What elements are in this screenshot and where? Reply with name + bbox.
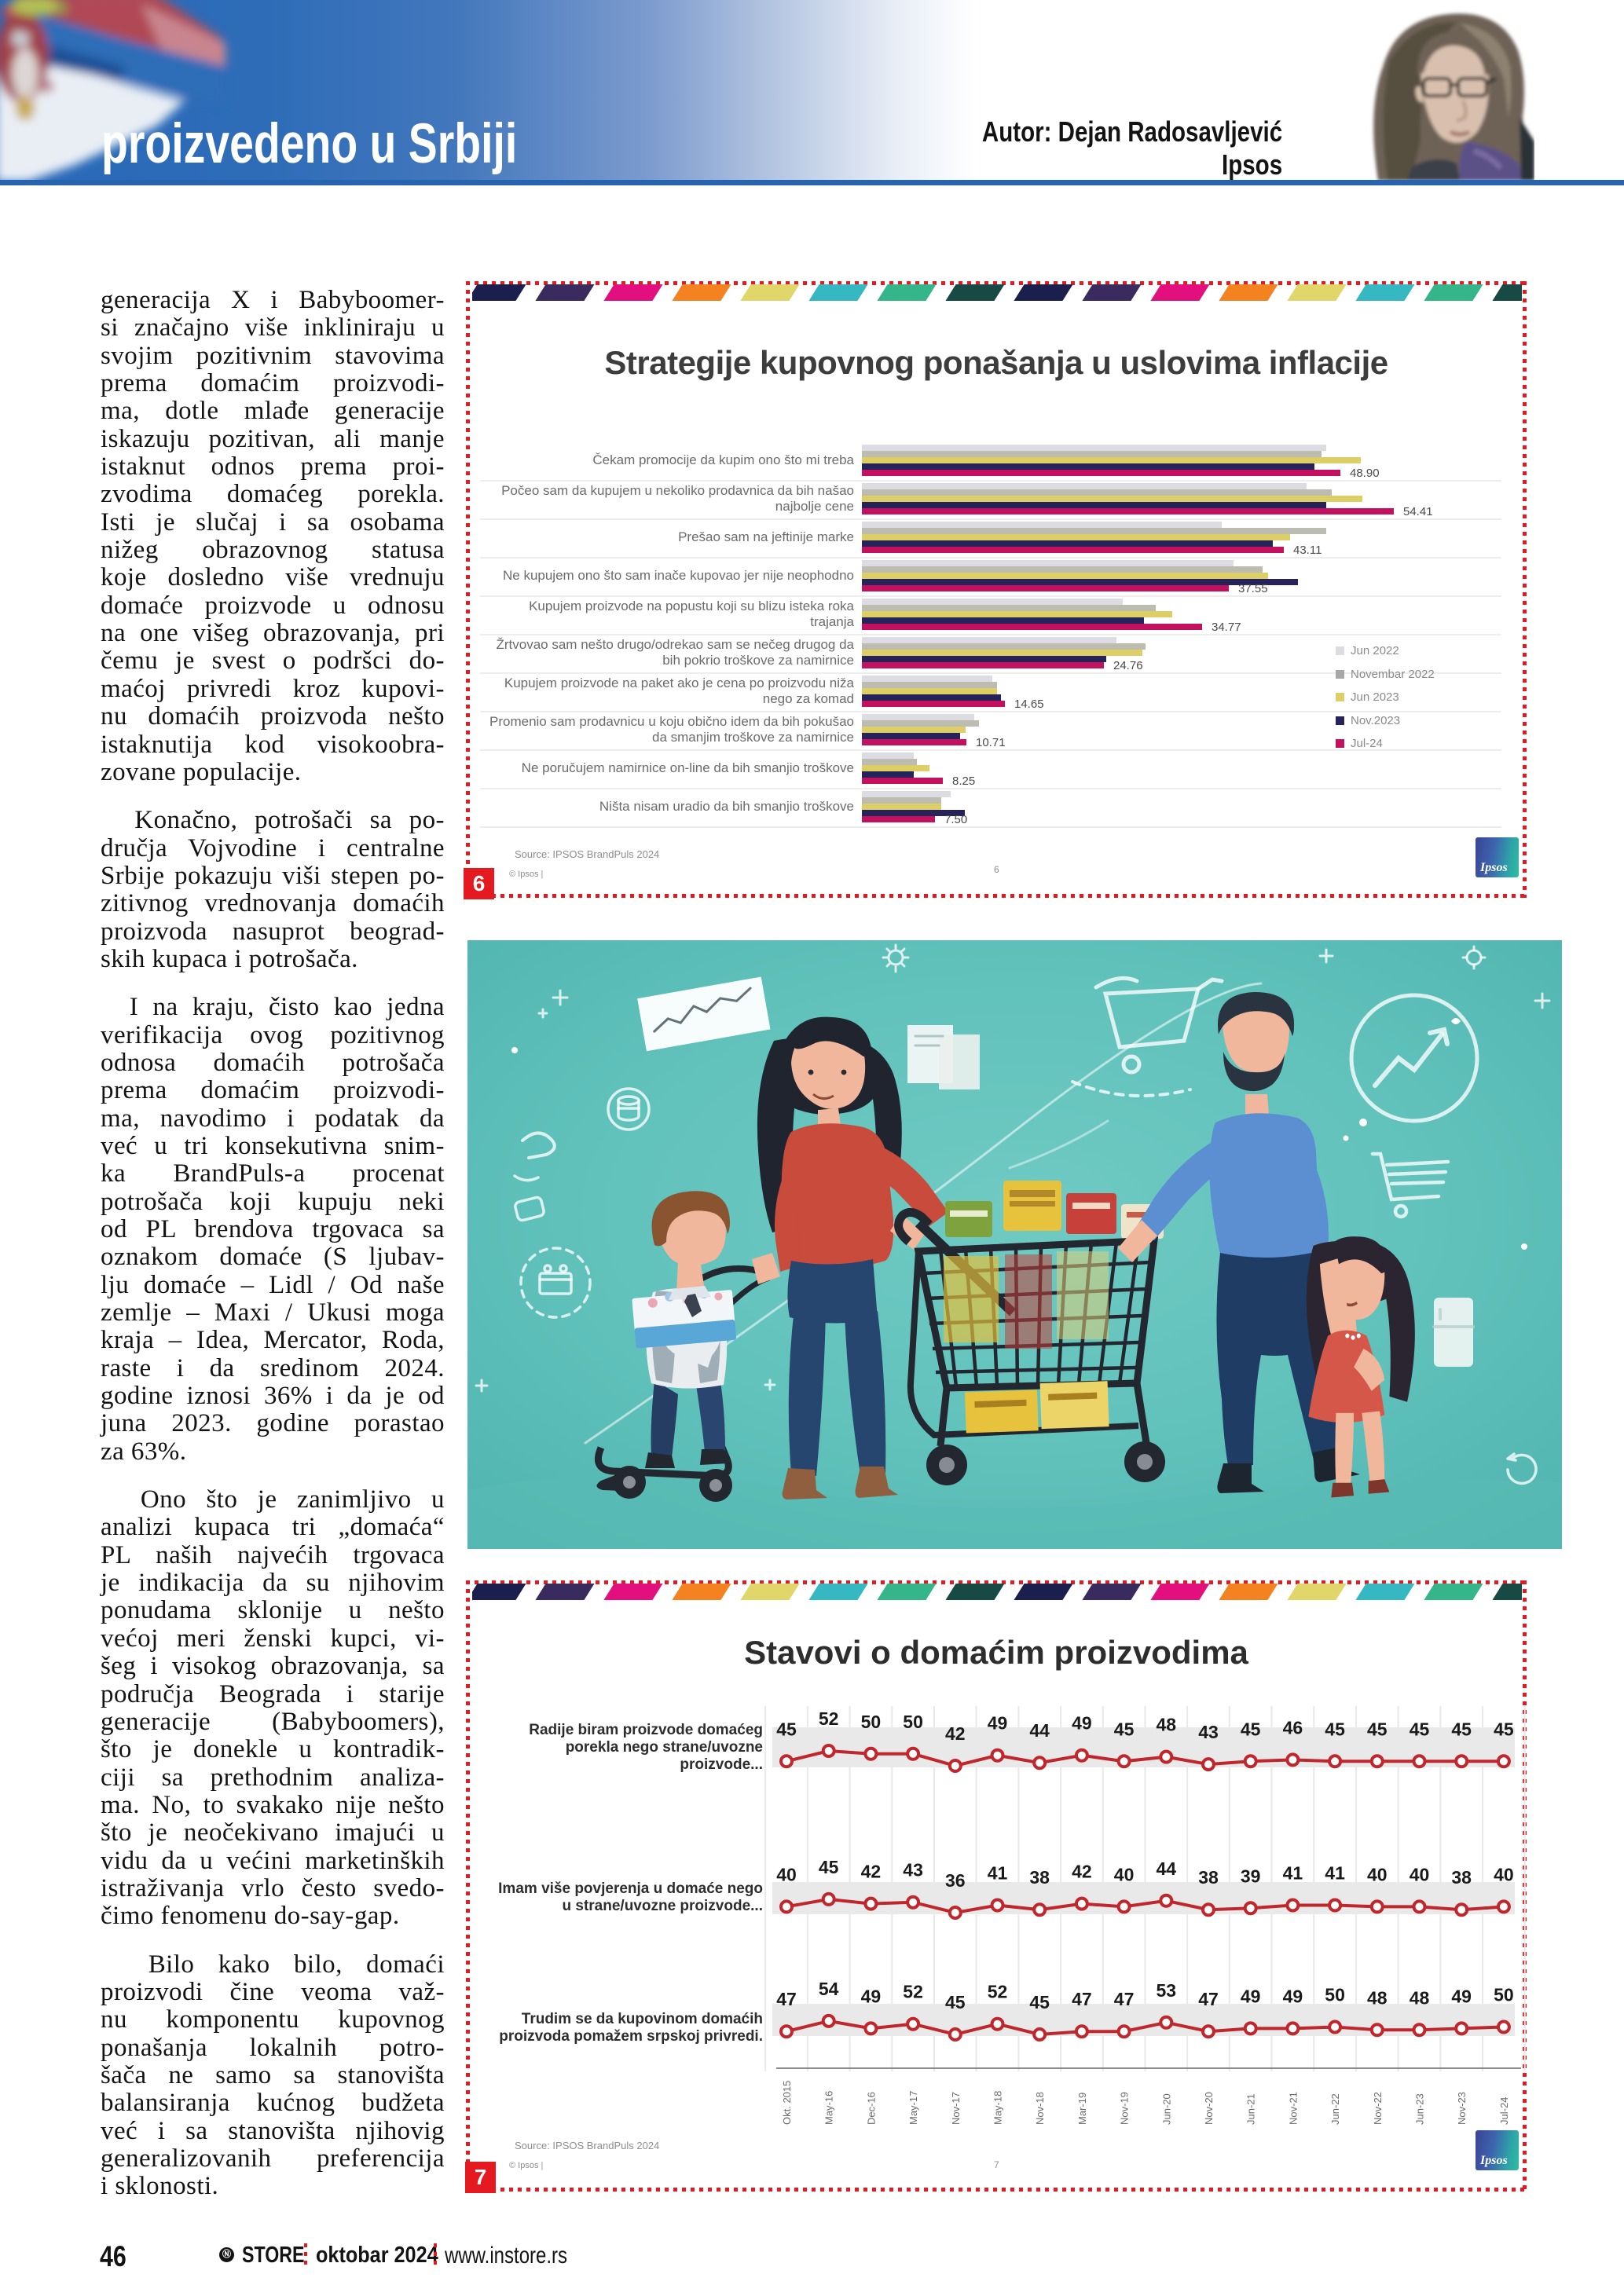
svg-text:45: 45 bbox=[1367, 1719, 1388, 1739]
svg-text:47: 47 bbox=[1198, 1989, 1219, 2009]
svg-text:40: 40 bbox=[1367, 1864, 1388, 1884]
svg-text:44: 44 bbox=[1029, 1720, 1050, 1741]
svg-text:Okt. 2015: Okt. 2015 bbox=[781, 2081, 793, 2125]
svg-text:Nov-18: Nov-18 bbox=[1034, 2092, 1046, 2125]
svg-text:44: 44 bbox=[1157, 1858, 1177, 1879]
svg-text:45: 45 bbox=[819, 1857, 839, 1877]
svg-text:45: 45 bbox=[1451, 1719, 1472, 1739]
svg-text:45: 45 bbox=[1494, 1719, 1514, 1739]
svg-text:54: 54 bbox=[819, 1979, 839, 1999]
svg-text:47: 47 bbox=[776, 1989, 797, 2009]
svg-text:Nov-17: Nov-17 bbox=[950, 2092, 962, 2125]
svg-text:50: 50 bbox=[903, 1712, 923, 1732]
svg-text:41: 41 bbox=[988, 1863, 1008, 1884]
svg-text:May-17: May-17 bbox=[907, 2091, 919, 2125]
svg-text:Nov-22: Nov-22 bbox=[1372, 2092, 1384, 2125]
svg-text:52: 52 bbox=[819, 1708, 839, 1729]
svg-text:45: 45 bbox=[1114, 1719, 1135, 1739]
svg-text:45: 45 bbox=[776, 1719, 797, 1739]
svg-text:May-16: May-16 bbox=[823, 2091, 835, 2125]
svg-text:49: 49 bbox=[1241, 1986, 1261, 2006]
svg-text:40: 40 bbox=[1114, 1864, 1135, 1884]
svg-text:Jun-21: Jun-21 bbox=[1245, 2093, 1257, 2125]
svg-text:53: 53 bbox=[1157, 1980, 1177, 2001]
svg-text:49: 49 bbox=[1451, 1986, 1472, 2006]
svg-text:40: 40 bbox=[776, 1864, 797, 1884]
svg-text:41: 41 bbox=[1325, 1863, 1345, 1884]
svg-text:45: 45 bbox=[1029, 1992, 1050, 2012]
svg-text:52: 52 bbox=[903, 1982, 923, 2002]
svg-text:39: 39 bbox=[1241, 1866, 1261, 1886]
svg-text:38: 38 bbox=[1029, 1867, 1050, 1888]
svg-text:47: 47 bbox=[1114, 1989, 1135, 2009]
svg-text:40: 40 bbox=[1410, 1864, 1430, 1884]
svg-text:43: 43 bbox=[903, 1860, 923, 1880]
svg-text:Nov-19: Nov-19 bbox=[1119, 2092, 1131, 2125]
svg-text:48: 48 bbox=[1367, 1987, 1388, 2008]
svg-text:Dec-16: Dec-16 bbox=[865, 2092, 877, 2125]
svg-text:May-18: May-18 bbox=[992, 2091, 1004, 2125]
svg-text:Nov-23: Nov-23 bbox=[1456, 2092, 1468, 2125]
svg-text:42: 42 bbox=[1072, 1862, 1092, 1882]
svg-text:Nov-21: Nov-21 bbox=[1287, 2092, 1299, 2125]
svg-text:52: 52 bbox=[988, 1982, 1008, 2002]
svg-text:45: 45 bbox=[1325, 1719, 1345, 1739]
svg-text:Nov-20: Nov-20 bbox=[1203, 2092, 1215, 2125]
svg-text:45: 45 bbox=[945, 1992, 966, 2012]
svg-text:38: 38 bbox=[1198, 1867, 1219, 1888]
svg-text:50: 50 bbox=[1494, 1985, 1514, 2005]
svg-text:45: 45 bbox=[1241, 1719, 1261, 1739]
svg-text:42: 42 bbox=[861, 1862, 882, 1882]
svg-text:47: 47 bbox=[1072, 1989, 1092, 2009]
svg-text:40: 40 bbox=[1494, 1864, 1514, 1884]
svg-text:36: 36 bbox=[945, 1870, 966, 1891]
svg-text:43: 43 bbox=[1198, 1722, 1219, 1742]
svg-text:46: 46 bbox=[1283, 1717, 1303, 1738]
svg-text:49: 49 bbox=[861, 1986, 882, 2006]
svg-text:Mar-19: Mar-19 bbox=[1076, 2093, 1088, 2125]
svg-text:Jun-22: Jun-22 bbox=[1329, 2093, 1341, 2125]
svg-text:49: 49 bbox=[988, 1713, 1008, 1734]
svg-text:49: 49 bbox=[1072, 1713, 1092, 1734]
svg-text:Jul-24: Jul-24 bbox=[1498, 2097, 1510, 2125]
svg-text:41: 41 bbox=[1283, 1863, 1303, 1884]
svg-text:48: 48 bbox=[1410, 1987, 1430, 2008]
svg-text:Jun-23: Jun-23 bbox=[1414, 2093, 1426, 2125]
svg-text:Jun-20: Jun-20 bbox=[1160, 2093, 1172, 2125]
svg-text:50: 50 bbox=[1325, 1985, 1345, 2005]
svg-text:48: 48 bbox=[1157, 1715, 1177, 1735]
svg-text:50: 50 bbox=[861, 1712, 882, 1732]
svg-text:49: 49 bbox=[1283, 1986, 1303, 2006]
svg-text:38: 38 bbox=[1451, 1867, 1472, 1888]
svg-text:45: 45 bbox=[1410, 1719, 1430, 1739]
svg-text:42: 42 bbox=[945, 1723, 966, 1744]
